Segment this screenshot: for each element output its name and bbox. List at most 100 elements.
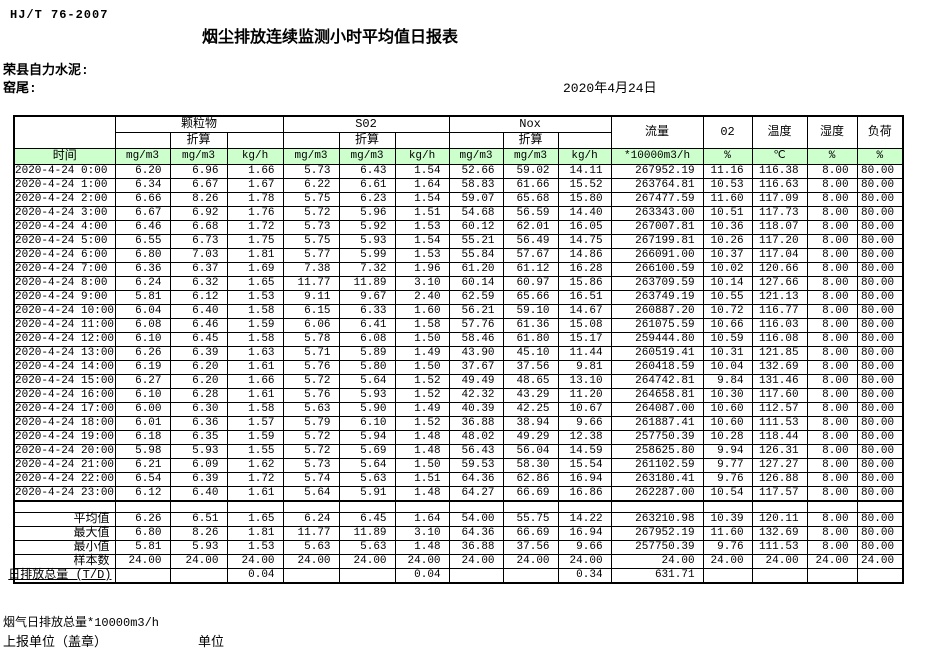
value-cell: 56.04	[502, 444, 559, 459]
value-cell: 10.54	[702, 486, 753, 502]
summary-value-cell: 0.04	[394, 568, 450, 584]
table-row: 2020-4-24 20:00 5.98 5.93 1.55 5.72 5.69 1.48 5…	[13, 444, 904, 459]
value-cell: 11.44	[557, 346, 612, 361]
value-cell: 5.96	[338, 206, 396, 221]
value-cell: 261075.59	[610, 318, 704, 333]
summary-row: 样本数 24.00 24.00 24.00 24.00 24.00 24.00 24.00 24…	[13, 554, 904, 569]
value-cell: 6.15	[282, 304, 340, 319]
value-cell: 5.77	[282, 248, 340, 263]
value-cell: 6.00	[114, 402, 171, 417]
value-cell: 59.53	[448, 458, 504, 473]
value-cell: 260519.41	[610, 346, 704, 361]
summary-value-cell: 0.04	[226, 568, 284, 584]
value-cell: 1.51	[394, 206, 450, 221]
value-cell: 266091.00	[610, 248, 704, 263]
value-cell: 15.17	[557, 332, 612, 347]
value-cell: 1.61	[226, 388, 284, 403]
value-cell: 1.51	[394, 472, 450, 487]
value-cell: 8.00	[806, 220, 858, 235]
summary-value-cell: 3.10	[394, 526, 450, 541]
summary-value-cell	[282, 568, 340, 584]
summary-value-cell: 257750.39	[610, 540, 704, 555]
value-cell: 5.64	[282, 486, 340, 502]
table-row: 2020-4-24 2:00 6.66 8.26 1.78 5.75 6.23 1.54 59…	[13, 192, 904, 207]
value-cell: 10.31	[702, 346, 753, 361]
value-cell: 61.20	[448, 262, 504, 277]
value-cell: 10.67	[557, 402, 612, 417]
value-cell: 262287.00	[610, 486, 704, 502]
value-cell: 1.67	[226, 178, 284, 193]
value-cell: 61.66	[502, 178, 559, 193]
value-cell: 6.21	[114, 458, 171, 473]
value-cell: 5.63	[338, 472, 396, 487]
unit-cell: *10000m3/h	[610, 148, 704, 165]
value-cell: 10.30	[702, 388, 753, 403]
value-cell: 5.64	[338, 374, 396, 389]
value-cell: 1.65	[226, 276, 284, 291]
value-cell: 62.86	[502, 472, 559, 487]
value-cell: 1.52	[394, 416, 450, 431]
value-cell: 7.32	[338, 262, 396, 277]
value-cell: 10.37	[702, 248, 753, 263]
summary-value-cell: 24.00	[169, 554, 228, 569]
value-cell: 6.01	[114, 416, 171, 431]
value-cell: 8.00	[806, 234, 858, 249]
summary-value-cell: 6.51	[169, 512, 228, 527]
value-cell: 5.90	[338, 402, 396, 417]
value-cell: 14.11	[557, 164, 612, 179]
value-cell: 5.94	[338, 430, 396, 445]
summary-value-cell: 66.69	[502, 526, 559, 541]
value-cell: 6.39	[169, 346, 228, 361]
summary-label: 最小值	[13, 540, 116, 555]
value-cell: 80.00	[856, 332, 904, 347]
value-cell: 8.00	[806, 472, 858, 487]
summary-value-cell: 5.81	[114, 540, 171, 555]
value-cell: 37.67	[448, 360, 504, 375]
value-cell: 3.10	[394, 276, 450, 291]
value-cell: 1.52	[394, 374, 450, 389]
summary-value-cell: 6.80	[114, 526, 171, 541]
summary-value-cell: 24.00	[282, 554, 340, 569]
value-cell: 52.66	[448, 164, 504, 179]
value-cell: 42.32	[448, 388, 504, 403]
value-cell: 42.25	[502, 402, 559, 417]
blank-cell	[282, 132, 340, 149]
value-cell: 5.75	[282, 192, 340, 207]
blank-cell	[610, 500, 704, 513]
value-cell: 1.66	[226, 374, 284, 389]
value-cell: 6.55	[114, 234, 171, 249]
value-cell: 1.61	[226, 360, 284, 375]
converted-label: 折算	[169, 132, 228, 149]
time-cell: 2020-4-24 10:00	[13, 304, 116, 319]
table-row: 2020-4-24 18:00 6.01 6.36 1.57 5.79 6.10 1.52 3…	[13, 416, 904, 431]
value-cell: 14.67	[557, 304, 612, 319]
value-cell: 126.31	[751, 444, 808, 459]
value-cell: 6.46	[114, 220, 171, 235]
value-cell: 5.92	[338, 220, 396, 235]
summary-value-cell: 54.00	[448, 512, 504, 527]
summary-value-cell	[338, 568, 396, 584]
value-cell: 38.94	[502, 416, 559, 431]
value-cell: 5.99	[338, 248, 396, 263]
value-cell: 5.81	[114, 290, 171, 305]
summary-value-cell: 631.71	[610, 568, 704, 584]
table-row: 2020-4-24 19:00 6.18 6.35 1.59 5.72 5.94 1.48 4…	[13, 430, 904, 445]
blank-cell	[114, 132, 171, 149]
value-cell: 132.69	[751, 360, 808, 375]
value-cell: 1.48	[394, 430, 450, 445]
summary-value-cell: 1.53	[226, 540, 284, 555]
value-cell: 15.08	[557, 318, 612, 333]
value-cell: 6.10	[114, 332, 171, 347]
column-header-flow: 流量	[610, 115, 704, 149]
value-cell: 6.04	[114, 304, 171, 319]
summary-value-cell: 80.00	[856, 526, 904, 541]
summary-label: 最大值	[13, 526, 116, 541]
value-cell: 5.72	[282, 444, 340, 459]
unit-cell: mg/m3	[338, 148, 396, 165]
standard-code: HJ/T 76-2007	[10, 8, 109, 22]
value-cell: 5.93	[338, 388, 396, 403]
value-cell: 1.59	[226, 318, 284, 333]
blank-cell	[169, 500, 228, 513]
value-cell: 1.78	[226, 192, 284, 207]
unit-cell: mg/m3	[114, 148, 171, 165]
